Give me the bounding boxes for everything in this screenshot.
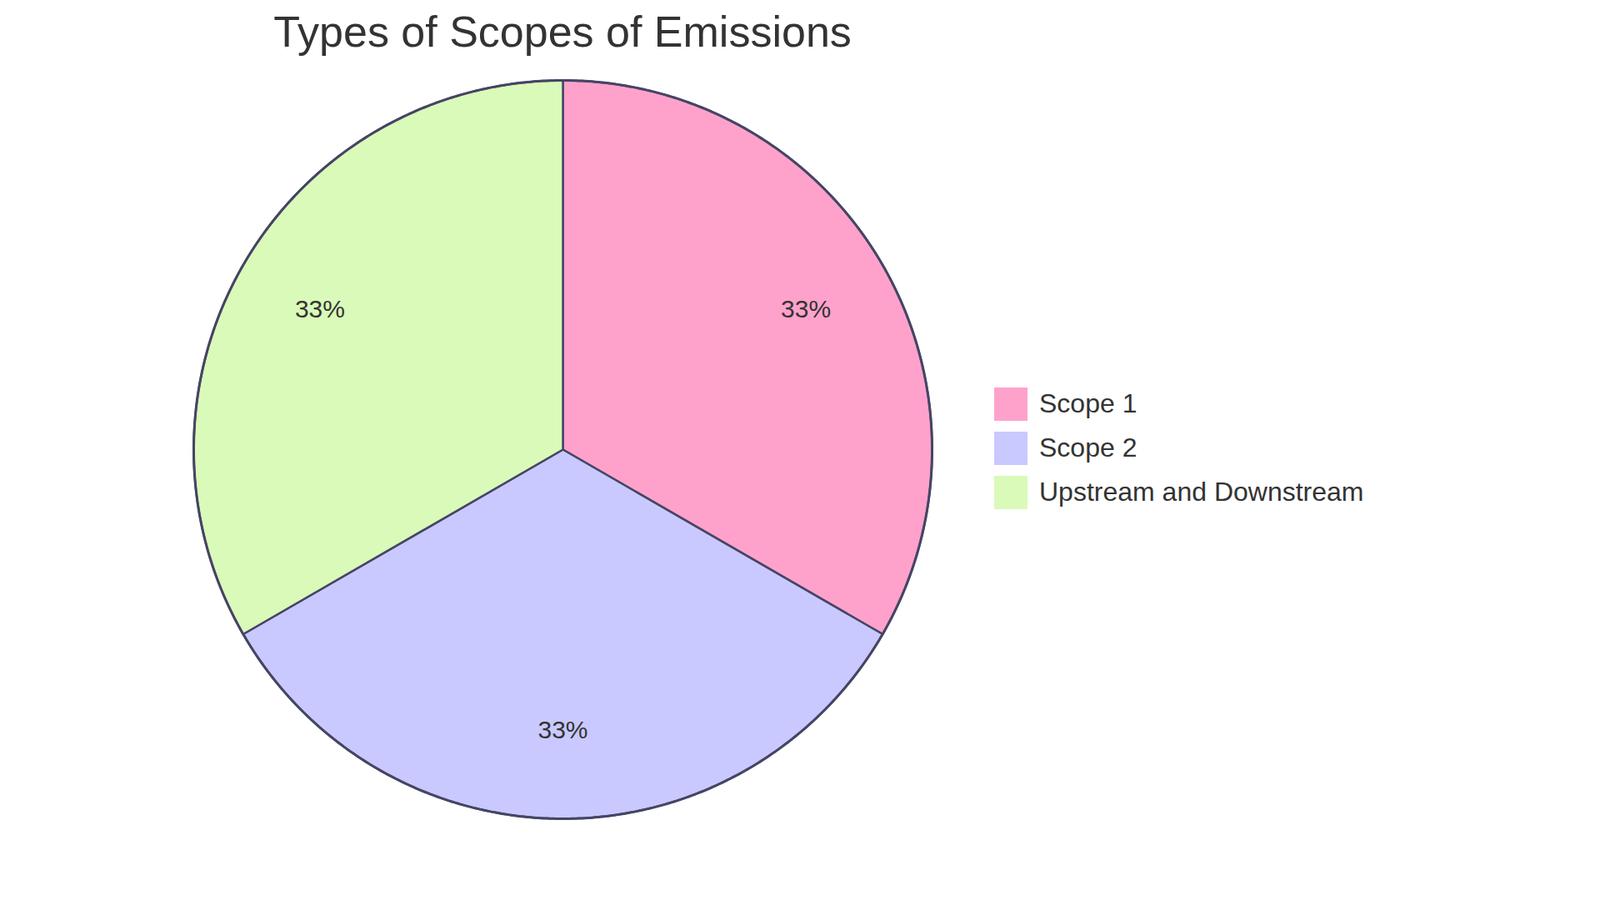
svg-text:33%: 33% xyxy=(780,295,831,323)
html-text:Scope 1: Scope 1 xyxy=(1039,388,1137,419)
svg-text:33%: 33% xyxy=(537,715,588,744)
html-text:Types of Scopes of Emissions: Types of Scopes of Emissions xyxy=(273,7,852,56)
html-text:Scope 2: Scope 2 xyxy=(1039,432,1137,463)
svg-text:33%: 33% xyxy=(295,295,345,323)
html-text:Upstream and Downstream: Upstream and Downstream xyxy=(1039,476,1364,507)
